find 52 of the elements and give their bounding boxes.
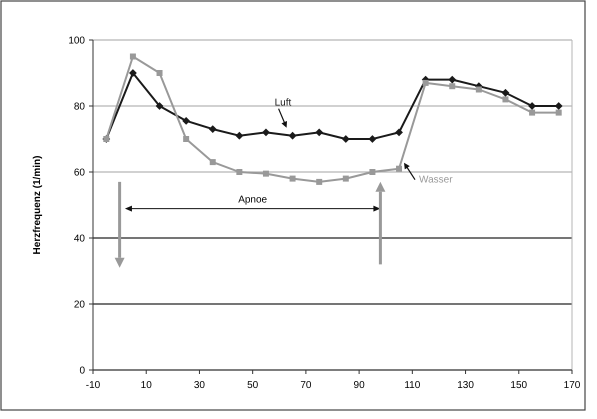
text: Luft bbox=[274, 98, 292, 109]
point bbox=[210, 159, 216, 166]
point bbox=[130, 54, 136, 60]
point bbox=[556, 110, 562, 116]
point bbox=[368, 135, 376, 143]
annotation: Apnoe bbox=[238, 194, 268, 206]
x-tick-label: 30 bbox=[194, 380, 206, 391]
point bbox=[554, 102, 563, 110]
point bbox=[236, 169, 242, 175]
point bbox=[502, 96, 508, 102]
x-tick-label: 90 bbox=[354, 380, 366, 391]
y-tick-label: 80 bbox=[74, 102, 86, 112]
point bbox=[182, 116, 190, 125]
x-tick-label: 70 bbox=[300, 380, 312, 391]
point bbox=[129, 69, 137, 77]
x-tick-label: 110 bbox=[404, 380, 421, 391]
x-tick-label: 10 bbox=[140, 380, 152, 391]
point bbox=[395, 128, 403, 136]
point bbox=[288, 132, 296, 140]
y-axis-title: Herzfrequenz (1/min) bbox=[32, 156, 43, 254]
point bbox=[369, 169, 376, 175]
point bbox=[449, 83, 456, 90]
point bbox=[156, 70, 163, 76]
point bbox=[316, 178, 322, 185]
y-tick-label: 60 bbox=[74, 168, 86, 178]
y-tick-label: 100 bbox=[68, 36, 86, 46]
point bbox=[342, 135, 350, 143]
point bbox=[502, 88, 510, 97]
x-tick-label: 150 bbox=[510, 380, 528, 391]
point bbox=[528, 102, 536, 110]
point bbox=[262, 170, 269, 177]
point bbox=[476, 86, 482, 92]
point bbox=[396, 166, 402, 172]
point bbox=[529, 110, 536, 116]
x-tick-label: 130 bbox=[457, 380, 474, 391]
x-tick-label: -10 bbox=[86, 380, 101, 391]
point bbox=[156, 102, 164, 110]
point bbox=[315, 128, 324, 136]
point bbox=[342, 176, 349, 182]
point bbox=[183, 136, 190, 142]
point bbox=[422, 80, 429, 86]
point bbox=[208, 125, 217, 133]
x-tick-label: 170 bbox=[564, 380, 581, 391]
series-label: Wasser bbox=[419, 174, 454, 186]
point bbox=[262, 128, 270, 136]
y-tick-label: 20 bbox=[74, 300, 86, 310]
point bbox=[235, 132, 244, 140]
x-tick-label: 50 bbox=[247, 380, 259, 391]
point bbox=[448, 76, 456, 84]
y-tick-label: 0 bbox=[79, 366, 86, 376]
y-tick-label: 40 bbox=[74, 234, 86, 244]
point bbox=[290, 176, 296, 182]
